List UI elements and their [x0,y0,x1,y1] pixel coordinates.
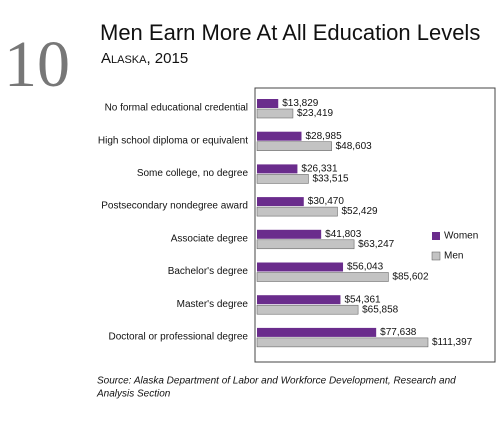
value-label: $56,043 [347,262,384,273]
bar [257,164,298,174]
y-tick-label: Doctoral or professional degree [108,332,248,343]
value-label: $30,470 [308,196,345,207]
value-label: $26,331 [301,164,338,175]
value-label: $85,602 [392,272,429,283]
value-label: $63,247 [358,239,395,250]
chart-subtitle: Alaska, 2015 [101,50,188,67]
value-label: $41,803 [325,229,362,240]
bar [256,141,332,151]
bar [256,272,389,282]
y-tick-label: Associate degree [171,233,249,244]
y-tick-label: No formal educational credential [105,103,248,114]
bar [257,197,304,207]
source: Analysis Section [96,389,171,400]
value-label: $77,638 [380,327,417,338]
y-tick-label: High school diploma or equivalent [98,135,248,146]
bar [257,327,377,337]
bar [257,262,344,272]
y-tick-label: Master's degree [177,299,249,310]
badge: 10 [4,28,70,101]
y-tick-label: Postsecondary nondegree award [101,201,248,212]
bar [256,108,294,119]
bar [256,174,309,184]
bar [256,239,355,250]
value-label: $28,985 [305,131,342,142]
value-label: $65,858 [362,304,399,315]
legend-swatch [431,251,441,261]
bar [256,337,429,348]
bar [256,304,359,315]
legend-swatch [432,232,440,240]
value-label: $111,397 [432,337,473,348]
legend-label: Men [444,251,463,262]
plot-frame [254,87,496,363]
value-label: $23,419 [297,108,334,119]
source: Source: Alaska Department of Labor and W… [97,376,456,387]
value-label: $13,829 [282,98,319,109]
bar [257,99,279,108]
value-label: $54,361 [344,294,381,305]
y-tick-label: Bachelor's degree [168,266,249,277]
value-label: $52,429 [341,206,378,217]
value-label: $33,515 [312,174,349,185]
chart-title: Men Earn More At All Education Levels [100,20,480,45]
y-tick-label: Some college, no degree [137,168,249,179]
bar [257,131,302,141]
bar [257,229,322,239]
legend-label: Women [444,231,478,242]
bar [257,295,341,305]
value-label: $48,603 [336,141,373,152]
bar [256,206,338,217]
